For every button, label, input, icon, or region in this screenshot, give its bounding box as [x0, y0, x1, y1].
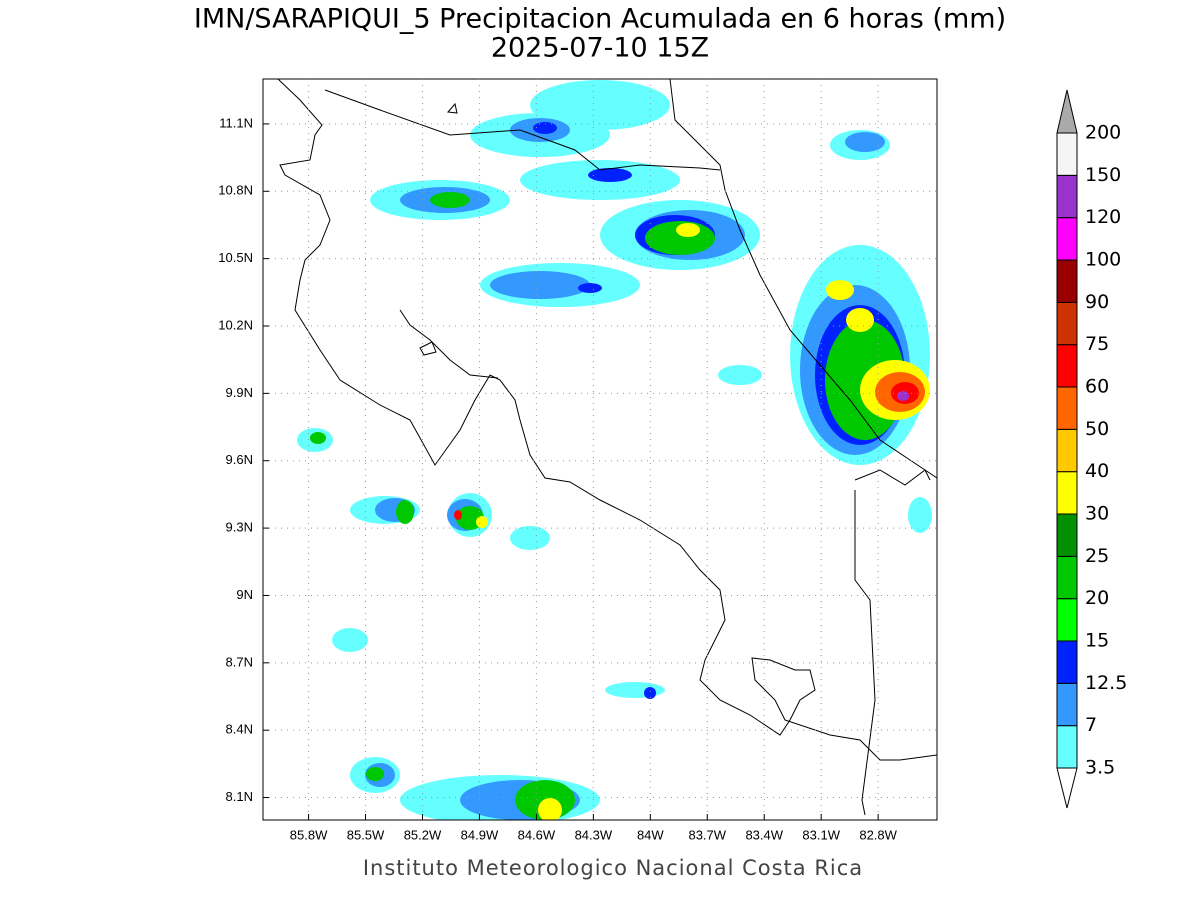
colorbar-segment: [1056, 174, 1078, 219]
colorbar-label: 30: [1085, 503, 1109, 525]
colorbar-label: 7: [1085, 714, 1097, 736]
colorbar-label: 100: [1085, 249, 1121, 271]
x-tick-label: 85.5W: [347, 827, 385, 842]
y-tick-label: 10.5N: [218, 250, 253, 265]
colorbar-segment: [1056, 513, 1078, 557]
coastlines: [277, 79, 937, 816]
y-tick-label: 11.1N: [219, 115, 253, 130]
colorbar-segment: [1056, 640, 1078, 684]
x-tick-label: 85.2W: [404, 827, 442, 842]
colorbar-segment: [1056, 217, 1078, 261]
x-tick-label: 82.8W: [859, 827, 897, 842]
y-tick-label: 10.8N: [218, 183, 253, 198]
colorbar-label: 150: [1085, 164, 1121, 186]
colorbar-over: [1056, 89, 1078, 134]
x-tick-label: 84.9W: [461, 827, 499, 842]
x-tick-label: 84.6W: [518, 827, 556, 842]
colorbar-segment: [1056, 386, 1078, 430]
colorbar-segment: [1056, 132, 1078, 176]
colorbar-label: 40: [1085, 460, 1109, 482]
colorbar-segment: [1056, 471, 1078, 515]
colorbar-label: 25: [1085, 545, 1109, 567]
footer: Instituto Meteorologico Nacional Costa R…: [363, 856, 863, 880]
subtitle: 2025-07-10 15Z: [491, 33, 709, 64]
y-tick-label: 10.2N: [218, 317, 253, 332]
precipitation-field: [297, 80, 932, 820]
y-tick-label: 9.6N: [226, 452, 253, 467]
y-tick-label: 9.9N: [226, 385, 253, 400]
colorbar-label: 60: [1085, 376, 1109, 398]
x-tick-label: 84W: [637, 827, 664, 842]
y-tick-label: 9N: [236, 587, 253, 602]
colorbar-label: 90: [1085, 291, 1109, 313]
x-tick-label: 85.8W: [290, 827, 328, 842]
colorbar-segment: [1056, 682, 1078, 727]
x-tick-label: 83.4W: [745, 827, 783, 842]
colorbar-segment: [1056, 301, 1078, 346]
y-tick-label: 8.4N: [226, 722, 253, 737]
colorbar-segment: [1056, 725, 1078, 769]
colorbar-label: 20: [1085, 587, 1109, 609]
colorbar-label: 15: [1085, 630, 1109, 652]
colorbar-label: 120: [1085, 206, 1121, 228]
colorbar-segment: [1056, 598, 1078, 642]
y-tick-label: 8.1N: [226, 789, 253, 804]
colorbar-under: [1056, 767, 1078, 809]
plot-frame: [262, 78, 938, 821]
colorbar-segment: [1056, 555, 1078, 600]
colorbar-label: 3.5: [1085, 757, 1115, 779]
y-tick-label: 8.7N: [226, 654, 253, 669]
x-tick-label: 83.1W: [802, 827, 840, 842]
colorbar-segment: [1056, 344, 1078, 388]
colorbar-label: 50: [1085, 418, 1109, 440]
x-tick-label: 84.3W: [575, 827, 613, 842]
y-tick-label: 9.3N: [226, 520, 253, 535]
x-tick-label: 83.7W: [688, 827, 726, 842]
colorbar-label: 75: [1085, 333, 1109, 355]
colorbar-segment: [1056, 259, 1078, 303]
colorbar-label: 200: [1085, 122, 1121, 144]
colorbar-label: 12.5: [1085, 672, 1127, 694]
title: IMN/SARAPIQUI_5 Precipitacion Acumulada …: [194, 4, 1006, 35]
colorbar-segment: [1056, 428, 1078, 473]
